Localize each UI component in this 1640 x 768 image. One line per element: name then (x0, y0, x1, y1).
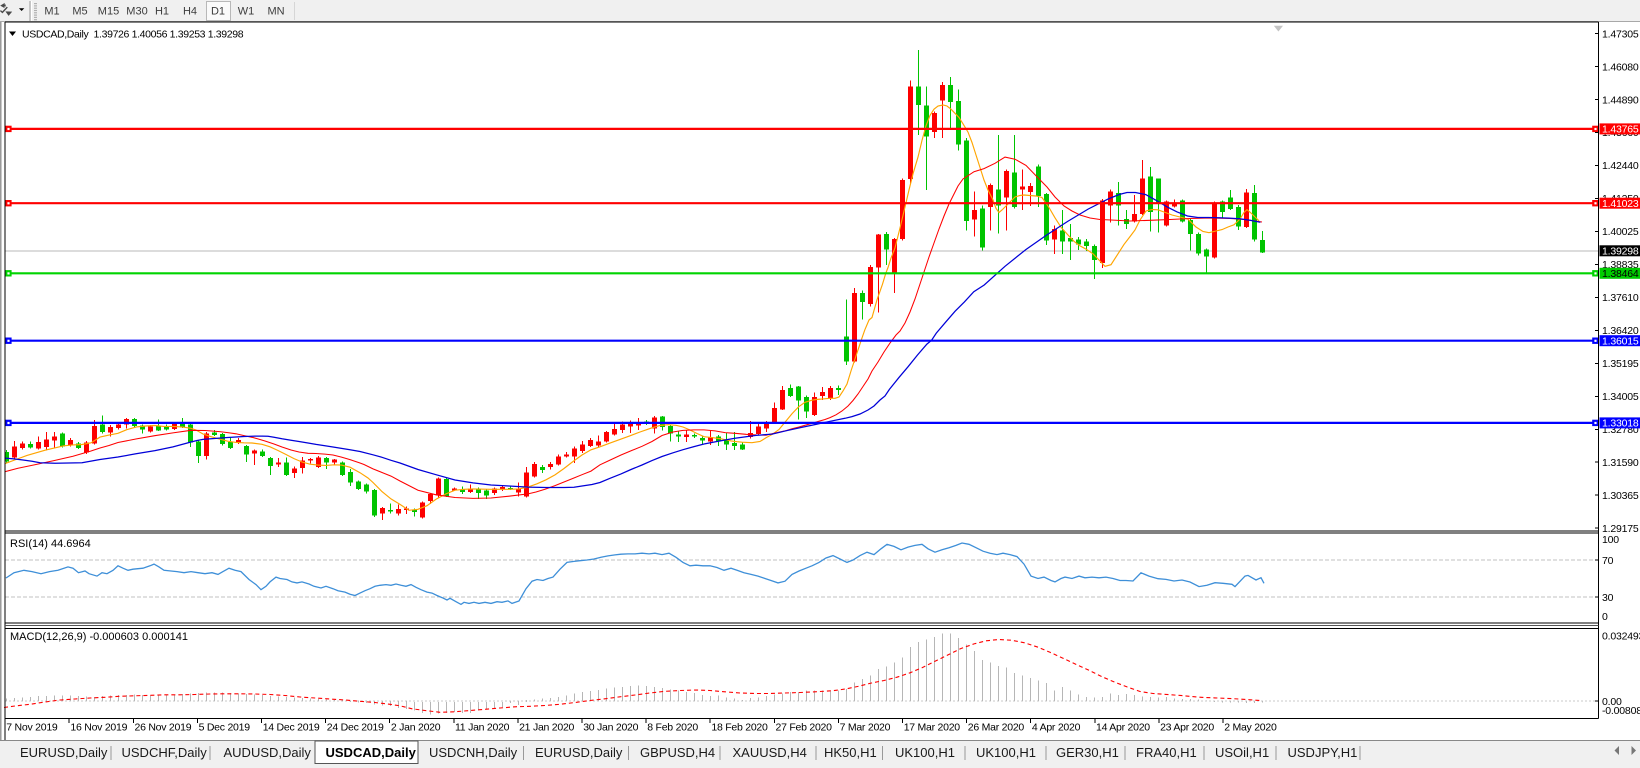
svg-text:HK50,H1: HK50,H1 (824, 745, 877, 760)
svg-text:D1: D1 (211, 6, 225, 18)
svg-text:2 May 2020: 2 May 2020 (1224, 722, 1277, 734)
svg-text:26 Nov 2019: 26 Nov 2019 (135, 722, 192, 734)
svg-text:1.30365: 1.30365 (1602, 490, 1639, 502)
svg-text:USOil,H1: USOil,H1 (1215, 745, 1269, 760)
svg-text:30: 30 (1602, 592, 1614, 604)
svg-text:MACD(12,26,9) -0.000603 0.0001: MACD(12,26,9) -0.000603 0.000141 (10, 631, 188, 643)
svg-text:4 Apr 2020: 4 Apr 2020 (1032, 722, 1081, 734)
svg-text:7 Nov 2019: 7 Nov 2019 (6, 722, 58, 734)
svg-text:M15: M15 (98, 6, 119, 18)
svg-text:7 Mar 2020: 7 Mar 2020 (840, 722, 891, 734)
svg-text:EURUSD,Daily: EURUSD,Daily (535, 745, 623, 760)
svg-text:H4: H4 (183, 6, 197, 18)
svg-text:GBPUSD,H4: GBPUSD,H4 (640, 745, 715, 760)
svg-text:8 Feb 2020: 8 Feb 2020 (647, 722, 698, 734)
svg-text:1.29175: 1.29175 (1602, 523, 1639, 535)
svg-text:21 Jan 2020: 21 Jan 2020 (519, 722, 574, 734)
svg-text:17 Mar 2020: 17 Mar 2020 (904, 722, 961, 734)
svg-text:M5: M5 (72, 6, 87, 18)
svg-text:M1: M1 (44, 6, 59, 18)
svg-text:GER30,H1: GER30,H1 (1056, 745, 1119, 760)
svg-text:1.40025: 1.40025 (1602, 226, 1639, 238)
svg-text:1.41023: 1.41023 (1602, 198, 1639, 210)
svg-text:1.35195: 1.35195 (1602, 358, 1639, 370)
svg-text:18 Feb 2020: 18 Feb 2020 (711, 722, 768, 734)
svg-text:EURUSD,Daily: EURUSD,Daily (20, 745, 108, 760)
svg-text:1.33018: 1.33018 (1602, 418, 1639, 430)
svg-text:14 Apr 2020: 14 Apr 2020 (1096, 722, 1150, 734)
svg-text:USDCAD,Daily: USDCAD,Daily (326, 745, 417, 760)
svg-text:0.00: 0.00 (1602, 696, 1622, 708)
svg-text:14 Dec 2019: 14 Dec 2019 (263, 722, 320, 734)
svg-text:FRA40,H1: FRA40,H1 (1136, 745, 1197, 760)
svg-text:USDCNH,Daily: USDCNH,Daily (429, 745, 518, 760)
svg-text:27 Feb 2020: 27 Feb 2020 (776, 722, 833, 734)
svg-text:USDJPY,H1: USDJPY,H1 (1288, 745, 1358, 760)
svg-text:5 Dec 2019: 5 Dec 2019 (199, 722, 251, 734)
svg-text:USDCHF,Daily: USDCHF,Daily (122, 745, 208, 760)
svg-text:UK100,H1: UK100,H1 (895, 745, 955, 760)
svg-text:11 Jan 2020: 11 Jan 2020 (455, 722, 510, 734)
svg-text:23 Apr 2020: 23 Apr 2020 (1160, 722, 1214, 734)
svg-text:1.38464: 1.38464 (1602, 268, 1639, 280)
svg-text:1.36015: 1.36015 (1602, 336, 1639, 348)
svg-text:70: 70 (1602, 555, 1614, 567)
svg-text:0: 0 (1602, 611, 1608, 623)
svg-text:1.36420: 1.36420 (1602, 325, 1639, 337)
svg-text:-0.008086: -0.008086 (1602, 705, 1640, 717)
svg-text:2 Jan 2020: 2 Jan 2020 (391, 722, 441, 734)
svg-text:100: 100 (1602, 534, 1619, 546)
svg-text:USDCAD,Daily 1.39726 1.40056: USDCAD,Daily 1.39726 1.40056 1.39253 1.3… (22, 29, 244, 41)
svg-text:AUDUSD,Daily: AUDUSD,Daily (224, 745, 312, 760)
svg-text:0.032493: 0.032493 (1602, 630, 1640, 642)
svg-text:XAUUSD,H4: XAUUSD,H4 (733, 745, 807, 760)
svg-text:24 Dec 2019: 24 Dec 2019 (327, 722, 384, 734)
svg-text:1.34005: 1.34005 (1602, 391, 1639, 403)
svg-text:1.42440: 1.42440 (1602, 160, 1639, 172)
svg-text:RSI(14) 44.6964: RSI(14) 44.6964 (10, 538, 91, 550)
svg-text:MN: MN (267, 6, 284, 18)
svg-text:26 Mar 2020: 26 Mar 2020 (968, 722, 1025, 734)
svg-text:1.46080: 1.46080 (1602, 61, 1639, 73)
svg-text:1.43765: 1.43765 (1602, 124, 1639, 136)
svg-text:1.37610: 1.37610 (1602, 292, 1639, 304)
svg-text:1.47305: 1.47305 (1602, 28, 1639, 40)
svg-text:UK100,H1: UK100,H1 (976, 745, 1036, 760)
svg-text:1.31590: 1.31590 (1602, 457, 1639, 469)
svg-text:M30: M30 (126, 6, 147, 18)
svg-text:30 Jan 2020: 30 Jan 2020 (583, 722, 638, 734)
svg-text:1.44890: 1.44890 (1602, 94, 1639, 106)
svg-text:W1: W1 (238, 6, 255, 18)
svg-text:H1: H1 (155, 6, 169, 18)
svg-text:16 Nov 2019: 16 Nov 2019 (70, 722, 127, 734)
svg-text:1.39298: 1.39298 (1602, 246, 1639, 258)
